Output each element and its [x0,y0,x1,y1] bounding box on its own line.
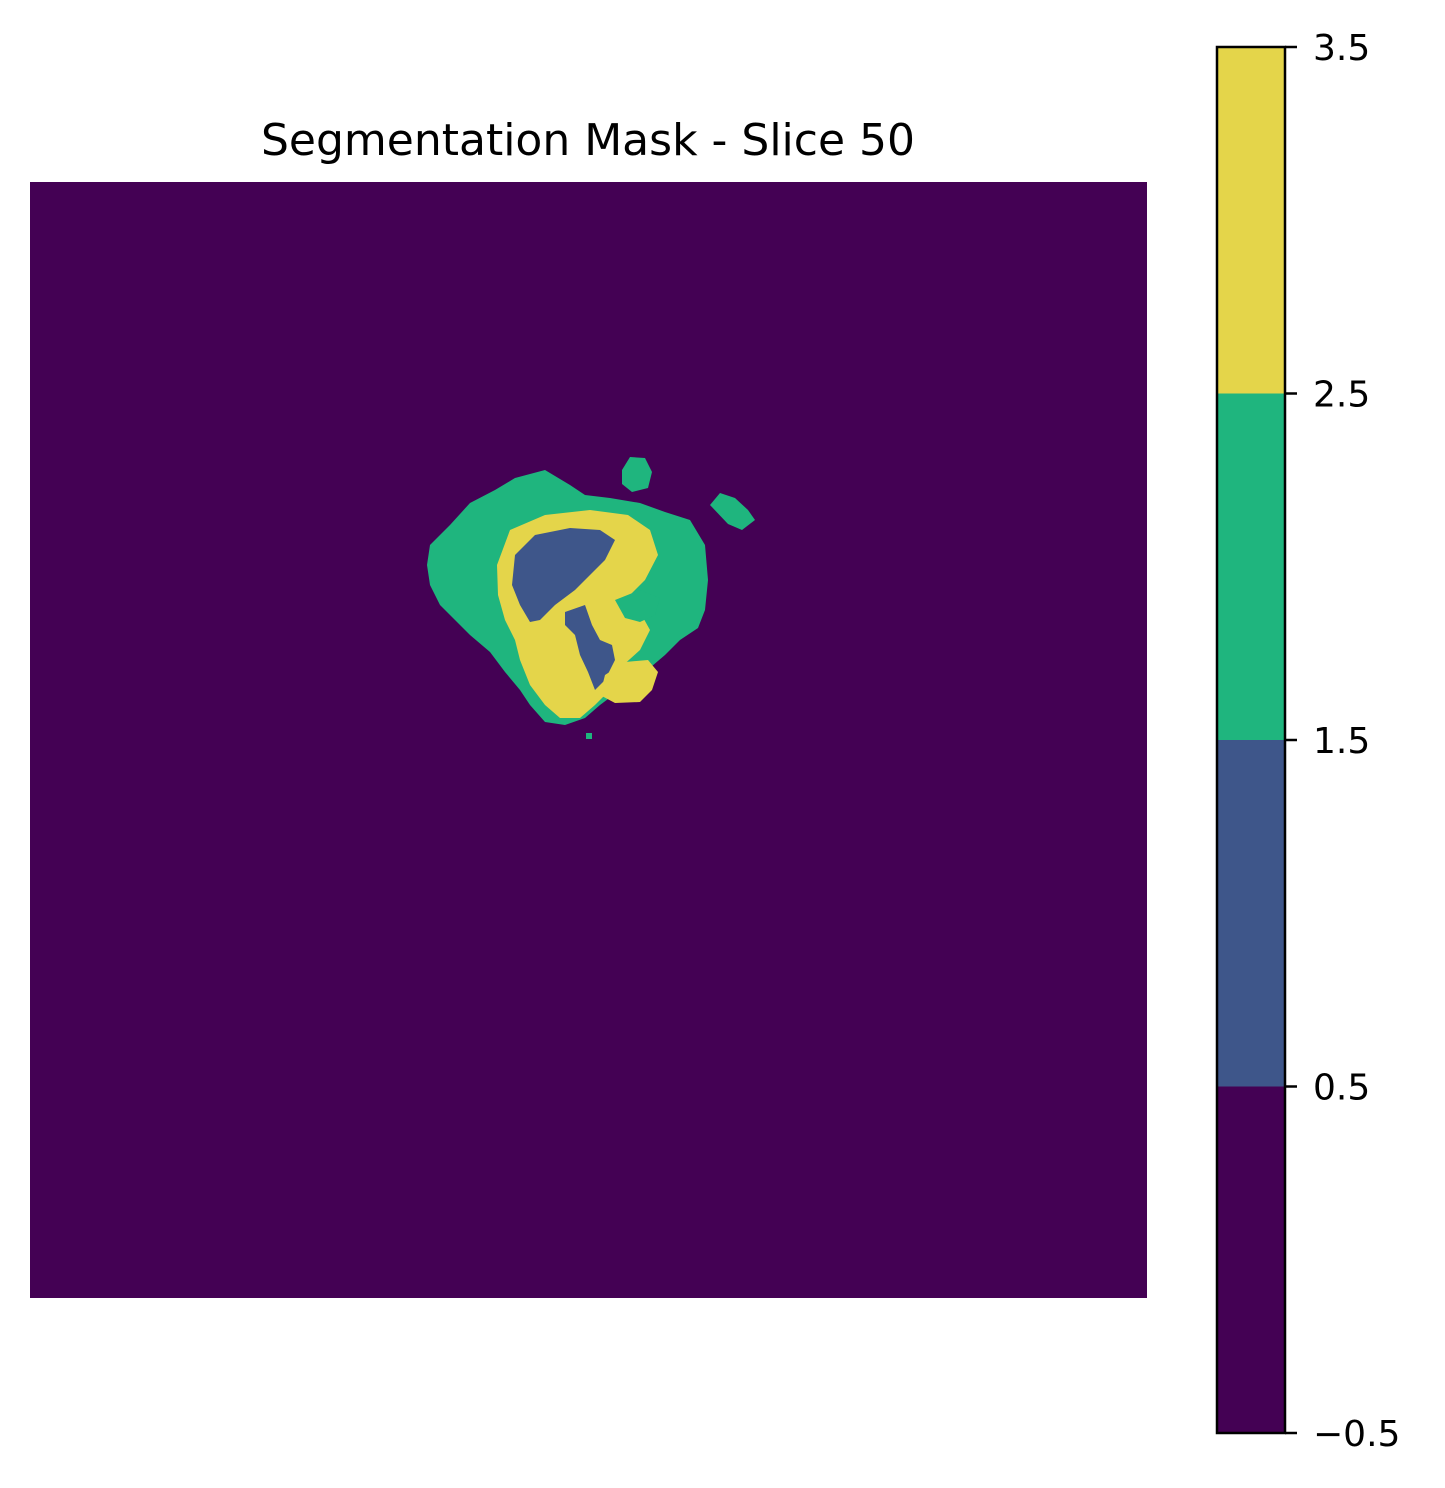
region-label-1-cavity [512,528,615,622]
colorbar-tick-label: 0.5 [1313,1068,1370,1109]
colorbar-tick-label: −0.5 [1313,1414,1400,1455]
region-label-1-channel [565,605,615,690]
colorbar-ticks: 3.5 2.5 1.5 0.5 −0.5 [1285,28,1400,1455]
region-label-2-speck [586,733,592,739]
region-label-2-island-top [622,457,652,492]
colorbar-level-3 [1217,47,1285,394]
colorbar-level-1 [1217,740,1285,1087]
region-label-2-island-right [710,493,755,530]
colorbar-level-0 [1217,1086,1285,1433]
colorbar-tick-label: 3.5 [1313,28,1370,69]
colorbar-tick-label: 1.5 [1313,721,1370,762]
colorbar-levels [1217,47,1285,1433]
colorbar-tick-label: 2.5 [1313,375,1370,416]
mask-background [30,182,1147,1298]
region-label-3-blob [600,660,658,703]
colorbar-level-2 [1217,393,1285,740]
chart-title: Segmentation Mask - Slice 50 [261,115,915,166]
mask-panel [30,182,1147,1298]
colorbar: 3.5 2.5 1.5 0.5 −0.5 [1215,28,1400,1455]
region-label-2-pocket [615,590,660,622]
